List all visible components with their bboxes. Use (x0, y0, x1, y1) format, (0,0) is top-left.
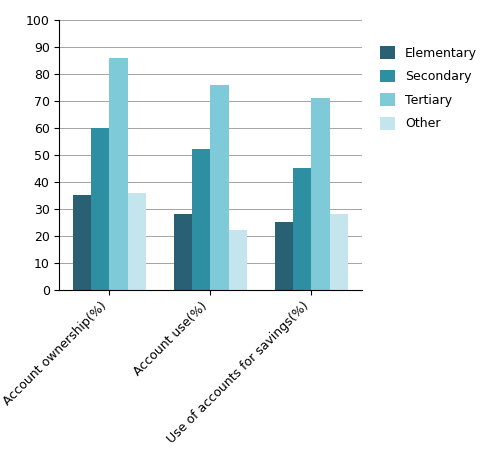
Bar (330, 214, 348, 290)
Bar (110, 58, 128, 290)
Bar (192, 149, 210, 290)
Bar (275, 222, 293, 290)
Bar (73, 195, 92, 290)
Bar (293, 168, 312, 290)
Bar (228, 230, 247, 290)
Legend: Elementary, Secondary, Tertiary, Other: Elementary, Secondary, Tertiary, Other (374, 40, 484, 137)
Bar (210, 85, 228, 290)
Bar (92, 128, 110, 290)
Bar (312, 98, 330, 290)
Bar (128, 193, 146, 290)
Bar (174, 214, 193, 290)
